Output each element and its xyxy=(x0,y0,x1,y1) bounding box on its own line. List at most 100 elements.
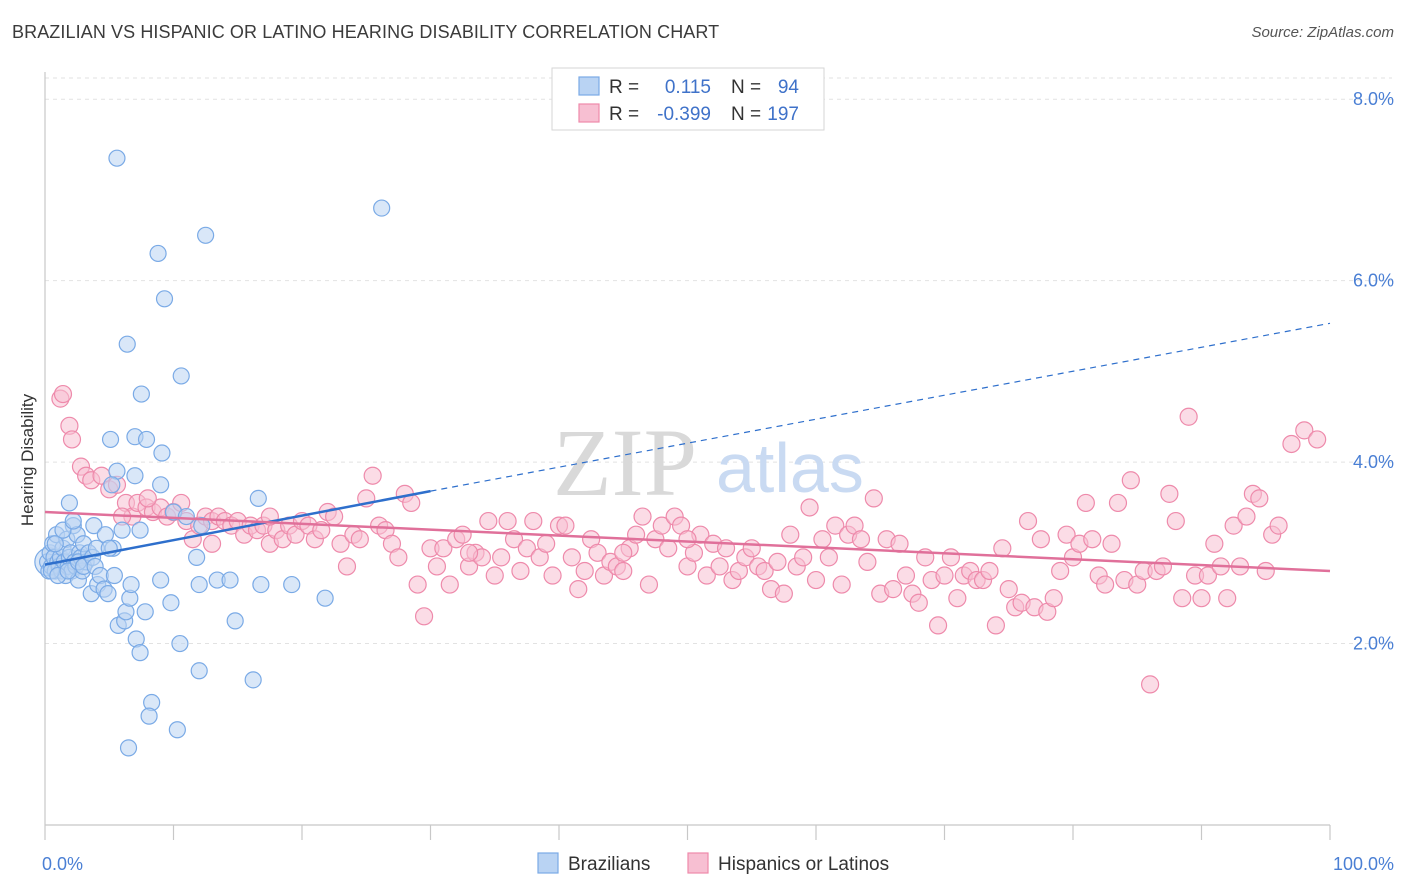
hispanic-points xyxy=(51,384,1327,694)
brazilian-point xyxy=(85,517,103,535)
brazilian-point xyxy=(249,489,267,507)
hispanic-point xyxy=(350,530,369,549)
hispanic-point xyxy=(639,575,659,594)
hispanic-point xyxy=(1153,557,1173,576)
hispanic-point xyxy=(1282,434,1301,454)
brazilian-point xyxy=(101,430,120,449)
legend-r-label-1: R = xyxy=(609,77,639,98)
hispanic-point xyxy=(543,566,562,585)
hispanic-point xyxy=(1166,511,1185,531)
hispanic-point xyxy=(652,516,671,535)
hispanic-point xyxy=(813,530,832,549)
hispanic-point xyxy=(479,511,498,531)
legend-label-brazilians: Brazilians xyxy=(568,854,650,875)
hispanic-point xyxy=(800,498,819,517)
hispanic-point xyxy=(697,566,716,585)
y-tick-label: 8.0% xyxy=(1353,89,1394,109)
hispanic-point xyxy=(202,534,222,553)
hispanic-point xyxy=(1051,561,1070,581)
brazilian-point xyxy=(177,507,195,526)
hispanic-point xyxy=(1256,561,1275,581)
hispanic-point xyxy=(1044,589,1063,608)
hispanic-point xyxy=(678,530,697,549)
brazilian-point xyxy=(99,585,117,603)
hispanic-point xyxy=(1173,589,1192,608)
hispanic-point xyxy=(414,607,434,626)
brazilian-point xyxy=(137,430,156,449)
hispanic-point xyxy=(896,566,916,585)
brazilian-point xyxy=(105,566,123,585)
brazilian-point xyxy=(46,535,64,553)
brazilian-point xyxy=(131,644,149,662)
hispanic-point xyxy=(1083,530,1102,549)
brazilian-point xyxy=(119,739,138,757)
brazilian-trend-line xyxy=(44,489,431,566)
legend-n-label-1: N = xyxy=(731,77,761,98)
y-axis-label: Hearing Disability xyxy=(18,393,37,526)
hispanic-point xyxy=(1096,575,1115,594)
brazilian-point xyxy=(244,671,262,689)
hispanic-point xyxy=(980,561,999,581)
hispanic-point xyxy=(768,552,787,572)
brazilian-point xyxy=(221,571,239,589)
hispanic-point xyxy=(337,557,357,576)
source-credit: Source: ZipAtlas.com xyxy=(1251,24,1394,41)
brazilian-point xyxy=(118,335,136,353)
hispanic-point xyxy=(710,557,729,576)
brazilian-point xyxy=(122,575,140,594)
hispanic-point xyxy=(1250,489,1269,508)
hispanic-point xyxy=(999,580,1018,599)
hispanic-point xyxy=(1269,516,1288,535)
y-tick-label: 4.0% xyxy=(1353,452,1394,472)
hispanic-point xyxy=(1102,534,1121,553)
hispanic-point xyxy=(562,548,581,567)
brazilian-point xyxy=(162,594,180,612)
hispanic-point xyxy=(1179,407,1198,426)
hispanic-point xyxy=(993,539,1012,558)
hispanic-point xyxy=(517,539,536,558)
x-tick-label-min: 0.0% xyxy=(42,854,83,874)
brazilian-point xyxy=(60,494,79,512)
hispanic-point xyxy=(928,616,948,635)
hispanic-point xyxy=(331,534,350,553)
hispanic-point xyxy=(588,543,607,562)
hispanic-point xyxy=(806,570,826,590)
brazilian-point xyxy=(155,290,174,308)
hispanic-point xyxy=(556,516,575,535)
brazilian-point xyxy=(197,226,215,244)
brazilian-point xyxy=(153,444,171,462)
brazilian-point xyxy=(190,575,208,594)
brazilian-point xyxy=(136,603,154,621)
watermark: ZIP atlas xyxy=(553,409,864,516)
brazilian-point xyxy=(126,467,144,485)
trend-lines xyxy=(44,322,1331,573)
x-axis-ticks xyxy=(44,825,1331,840)
legend-swatch-pink xyxy=(578,103,600,123)
hispanic-point xyxy=(363,466,382,485)
hispanic-point xyxy=(1205,534,1224,553)
watermark-atlas: atlas xyxy=(716,429,864,507)
brazilian-point xyxy=(252,575,270,594)
hispanic-point xyxy=(511,561,530,581)
hispanic-point xyxy=(492,548,511,567)
hispanic-point xyxy=(1018,511,1038,531)
hispanic-point xyxy=(575,561,594,581)
hispanic-point xyxy=(1237,507,1256,526)
brazilian-points xyxy=(34,149,391,757)
hispanic-point xyxy=(1192,589,1211,608)
hispanic-point xyxy=(826,516,845,535)
hispanic-point xyxy=(774,584,793,603)
chart-title: BRAZILIAN VS HISPANIC OR LATINO HEARING … xyxy=(12,22,720,42)
hispanic-point xyxy=(408,575,427,594)
hispanic-point xyxy=(389,548,408,567)
correlation-legend: R = 0.115 N = 94 R = -0.399 N = 197 xyxy=(551,67,825,131)
hispanic-point xyxy=(569,580,588,599)
hispanic-point xyxy=(62,430,82,449)
hispanic-point xyxy=(941,548,961,567)
legend-n-label-2: N = xyxy=(731,104,761,125)
legend-r-value-1: 0.115 xyxy=(665,77,711,98)
brazilian-point xyxy=(152,571,170,589)
hispanic-point xyxy=(1308,430,1327,449)
hispanic-point xyxy=(1218,589,1237,608)
hispanic-trend-line xyxy=(44,510,1331,573)
